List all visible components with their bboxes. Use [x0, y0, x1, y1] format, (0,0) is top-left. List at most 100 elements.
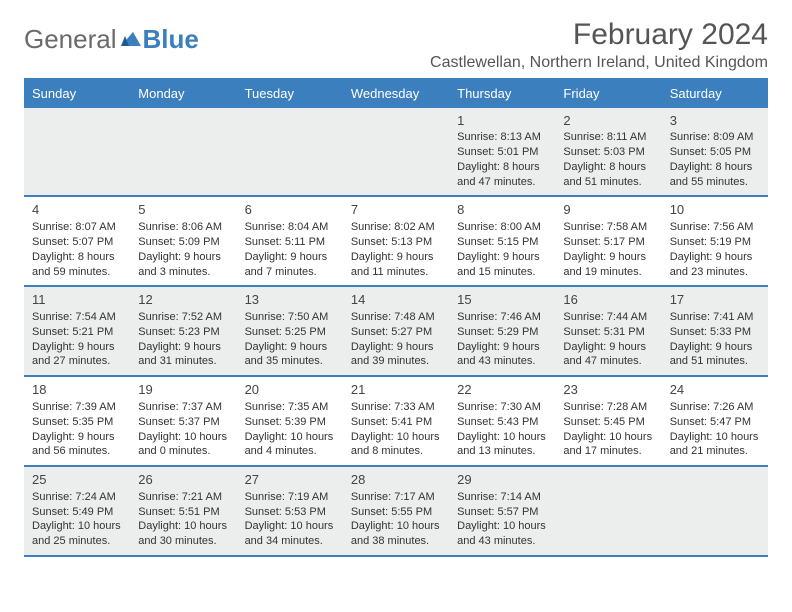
calendar-cell: 21Sunrise: 7:33 AMSunset: 5:41 PMDayligh…: [343, 377, 449, 465]
sunrise-line: Sunrise: 7:39 AM: [32, 400, 122, 415]
daylight-line: Daylight: 9 hours and 39 minutes.: [351, 340, 441, 370]
day-number: 3: [670, 112, 760, 130]
calendar-week-row: 1Sunrise: 8:13 AMSunset: 5:01 PMDaylight…: [24, 108, 768, 198]
day-number: 25: [32, 471, 122, 489]
weekday-header: Wednesday: [343, 80, 449, 108]
sunrise-line: Sunrise: 7:17 AM: [351, 490, 441, 505]
day-number: 21: [351, 381, 441, 399]
sunset-line: Sunset: 5:25 PM: [245, 325, 335, 340]
header: General Blue February 2024 Castlewellan,…: [24, 18, 768, 72]
daylight-line: Daylight: 9 hours and 47 minutes.: [563, 340, 653, 370]
calendar-week-row: 25Sunrise: 7:24 AMSunset: 5:49 PMDayligh…: [24, 467, 768, 557]
calendar-cell: 11Sunrise: 7:54 AMSunset: 5:21 PMDayligh…: [24, 287, 130, 375]
sunrise-line: Sunrise: 7:41 AM: [670, 310, 760, 325]
sunset-line: Sunset: 5:27 PM: [351, 325, 441, 340]
daylight-line: Daylight: 10 hours and 8 minutes.: [351, 430, 441, 460]
sunset-line: Sunset: 5:21 PM: [32, 325, 122, 340]
weekday-header: Tuesday: [237, 80, 343, 108]
sunrise-line: Sunrise: 8:02 AM: [351, 220, 441, 235]
daylight-line: Daylight: 9 hours and 7 minutes.: [245, 250, 335, 280]
day-number: 1: [457, 112, 547, 130]
sunrise-line: Sunrise: 7:44 AM: [563, 310, 653, 325]
day-number: 24: [670, 381, 760, 399]
sunset-line: Sunset: 5:11 PM: [245, 235, 335, 250]
calendar-cell: 24Sunrise: 7:26 AMSunset: 5:47 PMDayligh…: [662, 377, 768, 465]
sunrise-line: Sunrise: 7:28 AM: [563, 400, 653, 415]
sunrise-line: Sunrise: 7:46 AM: [457, 310, 547, 325]
weekday-header: Monday: [130, 80, 236, 108]
sunset-line: Sunset: 5:33 PM: [670, 325, 760, 340]
sunset-line: Sunset: 5:43 PM: [457, 415, 547, 430]
calendar-cell: 18Sunrise: 7:39 AMSunset: 5:35 PMDayligh…: [24, 377, 130, 465]
daylight-line: Daylight: 10 hours and 25 minutes.: [32, 519, 122, 549]
sunset-line: Sunset: 5:57 PM: [457, 505, 547, 520]
sunrise-line: Sunrise: 7:14 AM: [457, 490, 547, 505]
day-number: 5: [138, 201, 228, 219]
day-number: 23: [563, 381, 653, 399]
daylight-line: Daylight: 8 hours and 51 minutes.: [563, 160, 653, 190]
daylight-line: Daylight: 10 hours and 4 minutes.: [245, 430, 335, 460]
calendar-page: General Blue February 2024 Castlewellan,…: [0, 0, 792, 557]
calendar-cell: 19Sunrise: 7:37 AMSunset: 5:37 PMDayligh…: [130, 377, 236, 465]
sunset-line: Sunset: 5:03 PM: [563, 145, 653, 160]
sunrise-line: Sunrise: 7:30 AM: [457, 400, 547, 415]
daylight-line: Daylight: 9 hours and 31 minutes.: [138, 340, 228, 370]
sunset-line: Sunset: 5:35 PM: [32, 415, 122, 430]
month-title: February 2024: [430, 18, 768, 52]
daylight-line: Daylight: 8 hours and 59 minutes.: [32, 250, 122, 280]
daylight-line: Daylight: 10 hours and 13 minutes.: [457, 430, 547, 460]
calendar-cell: 6Sunrise: 8:04 AMSunset: 5:11 PMDaylight…: [237, 197, 343, 285]
sunrise-line: Sunrise: 7:52 AM: [138, 310, 228, 325]
calendar-cell: 25Sunrise: 7:24 AMSunset: 5:49 PMDayligh…: [24, 467, 130, 555]
daylight-line: Daylight: 10 hours and 17 minutes.: [563, 430, 653, 460]
calendar-grid: SundayMondayTuesdayWednesdayThursdayFrid…: [24, 80, 768, 557]
daylight-line: Daylight: 10 hours and 0 minutes.: [138, 430, 228, 460]
calendar-week-row: 4Sunrise: 8:07 AMSunset: 5:07 PMDaylight…: [24, 197, 768, 287]
day-number: 12: [138, 291, 228, 309]
sunset-line: Sunset: 5:29 PM: [457, 325, 547, 340]
day-number: 29: [457, 471, 547, 489]
calendar-cell: 2Sunrise: 8:11 AMSunset: 5:03 PMDaylight…: [555, 108, 661, 196]
location: Castlewellan, Northern Ireland, United K…: [430, 54, 768, 72]
sunrise-line: Sunrise: 8:13 AM: [457, 130, 547, 145]
sunset-line: Sunset: 5:53 PM: [245, 505, 335, 520]
calendar-cell: 27Sunrise: 7:19 AMSunset: 5:53 PMDayligh…: [237, 467, 343, 555]
sunset-line: Sunset: 5:49 PM: [32, 505, 122, 520]
daylight-line: Daylight: 10 hours and 30 minutes.: [138, 519, 228, 549]
calendar-cell-empty: [237, 108, 343, 196]
day-number: 20: [245, 381, 335, 399]
sunrise-line: Sunrise: 7:56 AM: [670, 220, 760, 235]
day-number: 18: [32, 381, 122, 399]
day-number: 11: [32, 291, 122, 309]
sunrise-line: Sunrise: 7:24 AM: [32, 490, 122, 505]
day-number: 10: [670, 201, 760, 219]
day-number: 14: [351, 291, 441, 309]
day-number: 16: [563, 291, 653, 309]
calendar-week-row: 18Sunrise: 7:39 AMSunset: 5:35 PM Dayligh…: [24, 377, 768, 467]
day-number: 4: [32, 201, 122, 219]
weekday-header: Friday: [555, 80, 661, 108]
calendar-week-row: 11Sunrise: 7:54 AMSunset: 5:21 PMDayligh…: [24, 287, 768, 377]
calendar-cell: 12Sunrise: 7:52 AMSunset: 5:23 PMDayligh…: [130, 287, 236, 375]
sunset-line: Sunset: 5:47 PM: [670, 415, 760, 430]
calendar-cell-empty: [343, 108, 449, 196]
sunset-line: Sunset: 5:31 PM: [563, 325, 653, 340]
sunset-line: Sunset: 5:07 PM: [32, 235, 122, 250]
calendar-cell: 16Sunrise: 7:44 AMSunset: 5:31 PMDayligh…: [555, 287, 661, 375]
sunset-line: Sunset: 5:23 PM: [138, 325, 228, 340]
sunset-line: Sunset: 5:01 PM: [457, 145, 547, 160]
day-number: 13: [245, 291, 335, 309]
sunset-line: Sunset: 5:39 PM: [245, 415, 335, 430]
day-number: 7: [351, 201, 441, 219]
sunset-line: Sunset: 5:41 PM: [351, 415, 441, 430]
daylight-line: Daylight: 9 hours and 35 minutes.: [245, 340, 335, 370]
sunrise-line: Sunrise: 8:09 AM: [670, 130, 760, 145]
sunset-line: Sunset: 5:15 PM: [457, 235, 547, 250]
daylight-line: Daylight: 9 hours and 43 minutes.: [457, 340, 547, 370]
calendar-cell: 3Sunrise: 8:09 AMSunset: 5:05 PMDaylight…: [662, 108, 768, 196]
sunrise-line: Sunrise: 8:11 AM: [563, 130, 653, 145]
brand-part1: General: [24, 24, 117, 55]
sunrise-line: Sunrise: 7:37 AM: [138, 400, 228, 415]
sunrise-line: Sunrise: 8:06 AM: [138, 220, 228, 235]
daylight-line: Daylight: 8 hours and 47 minutes.: [457, 160, 547, 190]
